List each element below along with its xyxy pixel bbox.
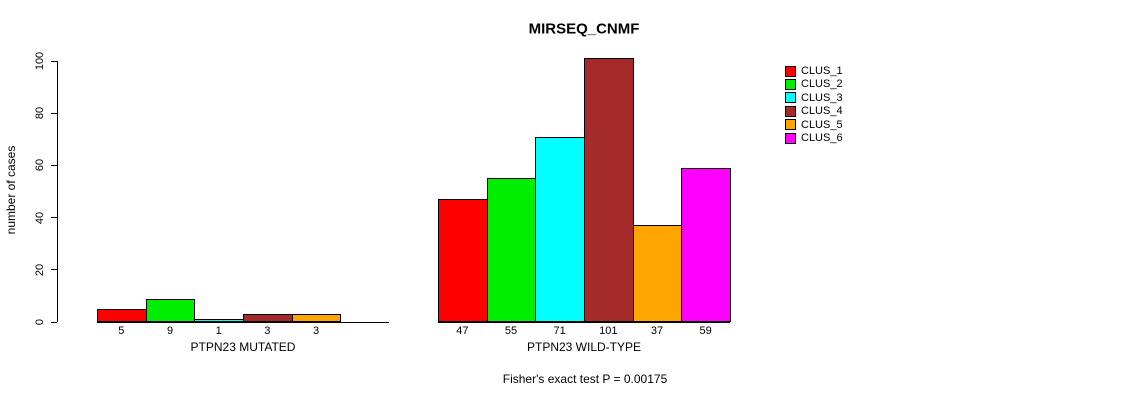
x-axis-baseline — [97, 322, 390, 323]
bar-clus_5 — [291, 314, 342, 322]
y-tick-mark — [51, 60, 57, 62]
x-axis-baseline — [438, 322, 731, 323]
legend-swatch-clus_4 — [785, 105, 796, 117]
bar-clus_5 — [632, 225, 683, 322]
legend-swatch-clus_3 — [785, 92, 796, 104]
legend-swatch-clus_6 — [785, 132, 796, 144]
legend-label: CLUS_4 — [801, 105, 843, 118]
y-tick-label: 80 — [34, 107, 46, 120]
y-tick-label: 40 — [34, 211, 46, 224]
y-tick-label: 20 — [34, 263, 46, 276]
bar-count-label: 71 — [553, 325, 566, 337]
x-axis-label-wildtype: PTPN23 WILD-TYPE — [526, 340, 642, 354]
bar-count-label: 47 — [456, 325, 469, 337]
legend-swatch-clus_2 — [785, 78, 796, 90]
bar-count-label: 55 — [504, 325, 518, 337]
bar-clus_4 — [243, 314, 293, 322]
y-tick-mark — [51, 164, 57, 166]
fisher-test-annotation: Fisher's exact test P = 0.00175 — [502, 372, 668, 386]
bar-count-label: 101 — [599, 325, 618, 337]
bar-clus_2 — [486, 178, 537, 322]
bar-count-label: 59 — [699, 325, 712, 337]
bar-count-label: 3 — [312, 325, 320, 337]
bar-count-label: 3 — [264, 325, 271, 337]
bar-clus_3 — [194, 319, 244, 322]
y-axis-title: number of cases — [4, 145, 18, 235]
bar-count-label: 37 — [650, 325, 664, 337]
x-axis-label-mutated: PTPN23 MUTATED — [190, 340, 296, 354]
y-tick-label: 100 — [34, 51, 46, 71]
bar-clus_1 — [438, 199, 488, 322]
legend-swatch-clus_5 — [785, 119, 796, 131]
legend-label: CLUS_6 — [801, 132, 843, 144]
y-tick-label: 60 — [34, 159, 46, 172]
y-axis-line — [57, 61, 58, 322]
bar-count-label: 9 — [166, 325, 174, 337]
legend-swatch-clus_1 — [785, 65, 796, 77]
bar-clus_6 — [681, 168, 731, 322]
legend-label: CLUS_2 — [801, 78, 843, 91]
y-tick-label: 0 — [34, 318, 46, 326]
bar-clus_2 — [145, 299, 196, 322]
y-tick-mark — [51, 269, 57, 271]
y-tick-mark — [51, 217, 57, 219]
bar-count-label: 1 — [215, 325, 222, 337]
chart-title: MIRSEQ_CNMF — [528, 20, 640, 38]
bar-clus_1 — [97, 309, 147, 322]
bar-count-label: 5 — [118, 325, 125, 337]
bar-clus_4 — [584, 58, 634, 322]
y-tick-mark — [51, 321, 57, 323]
legend-label: CLUS_5 — [801, 118, 843, 131]
bar-clus_3 — [535, 137, 585, 322]
legend-label: CLUS_3 — [801, 91, 843, 104]
legend-label: CLUS_1 — [801, 65, 843, 77]
y-tick-mark — [51, 112, 57, 114]
